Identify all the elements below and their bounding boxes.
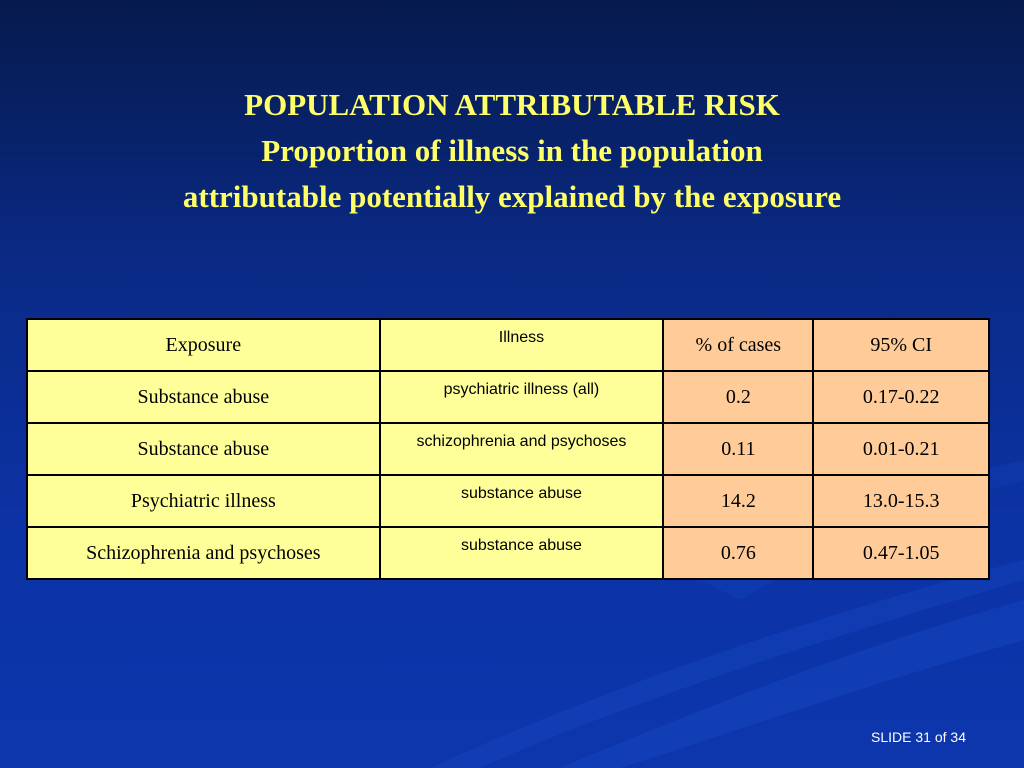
cell-percent-cases: 0.76	[662, 526, 815, 580]
cell-exposure: Substance abuse	[26, 422, 381, 476]
cell-ci: 0.17-0.22	[812, 370, 990, 424]
cell-exposure: Psychiatric illness	[26, 474, 381, 528]
cell-illness: substance abuse	[378, 526, 665, 580]
cell-percent-cases: 0.11	[662, 422, 815, 476]
cell-ci: 0.01-0.21	[812, 422, 990, 476]
header-exposure: Exposure	[26, 318, 381, 372]
table-row: Schizophrenia and psychoses substance ab…	[26, 526, 990, 580]
risk-table: Exposure Illness % of cases 95% CI Subst…	[26, 318, 990, 580]
cell-percent-cases: 0.2	[662, 370, 815, 424]
slide-title: POPULATION ATTRIBUTABLE RISK Proportion …	[0, 82, 1024, 220]
cell-illness: substance abuse	[378, 474, 665, 528]
table-header-row: Exposure Illness % of cases 95% CI	[26, 318, 990, 372]
cell-ci: 0.47-1.05	[812, 526, 990, 580]
table-row: Substance abuse schizophrenia and psycho…	[26, 422, 990, 476]
cell-illness: psychiatric illness (all)	[378, 370, 665, 424]
table-row: Psychiatric illness substance abuse 14.2…	[26, 474, 990, 528]
cell-exposure: Schizophrenia and psychoses	[26, 526, 381, 580]
table-row: Substance abuse psychiatric illness (all…	[26, 370, 990, 424]
cell-percent-cases: 14.2	[662, 474, 815, 528]
title-line-3: attributable potentially explained by th…	[182, 179, 842, 214]
slide-number: SLIDE 31 of 34	[871, 729, 966, 745]
header-illness: Illness	[378, 318, 665, 372]
cell-ci: 13.0-15.3	[812, 474, 990, 528]
title-line-2: Proportion of illness in the population	[261, 133, 763, 168]
header-ci: 95% CI	[812, 318, 990, 372]
cell-exposure: Substance abuse	[26, 370, 381, 424]
header-percent-cases: % of cases	[662, 318, 815, 372]
cell-illness: schizophrenia and psychoses	[378, 422, 665, 476]
title-line-1: POPULATION ATTRIBUTABLE RISK	[244, 87, 780, 122]
